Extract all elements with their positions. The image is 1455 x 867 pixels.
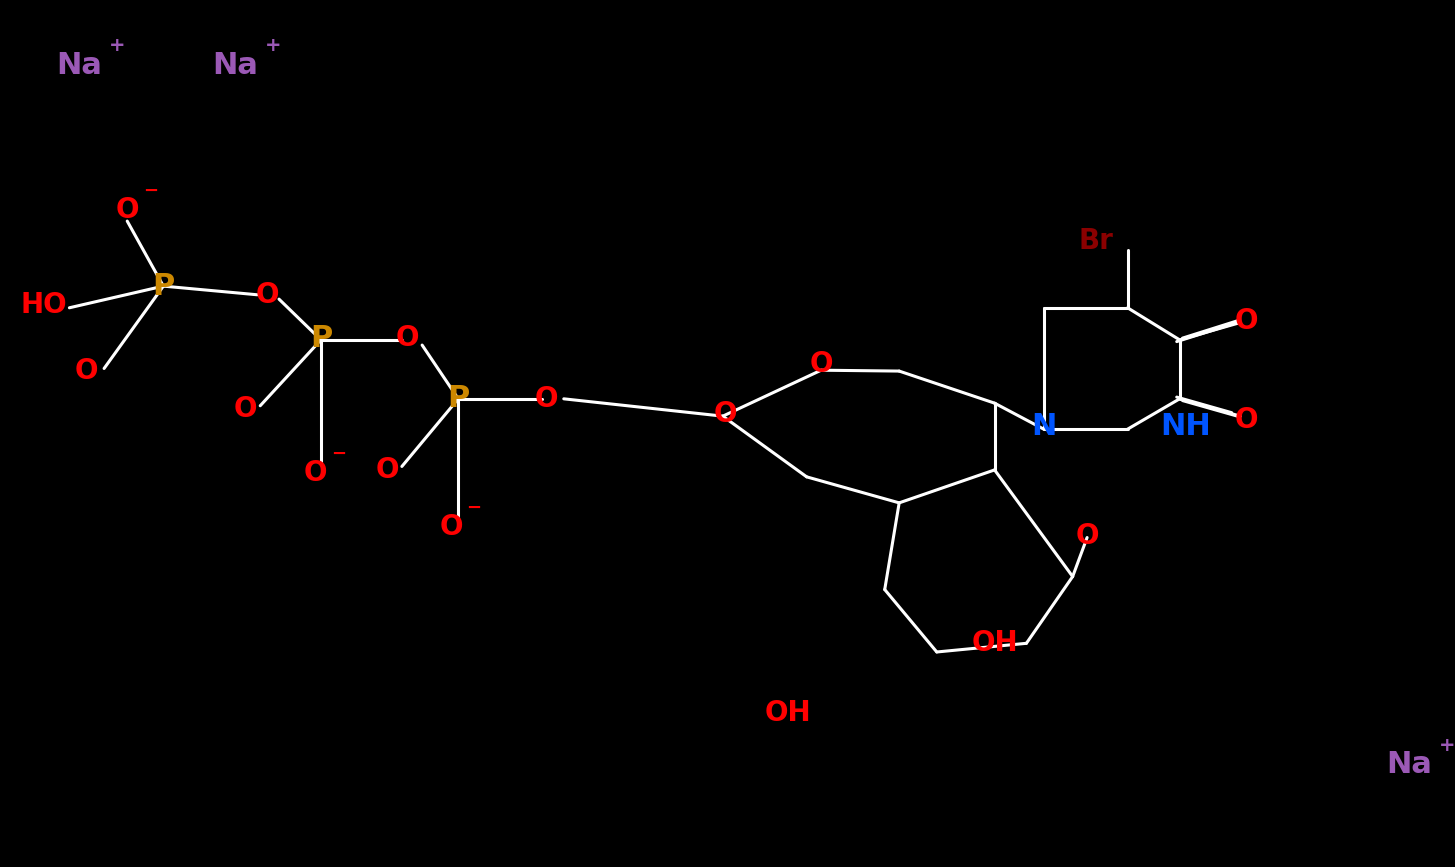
Text: Br: Br <box>1078 227 1113 255</box>
Text: NH: NH <box>1160 412 1211 441</box>
Text: O: O <box>1075 522 1099 550</box>
Text: O: O <box>439 513 463 541</box>
Text: O: O <box>256 281 279 309</box>
Text: +: + <box>265 36 281 55</box>
Text: O: O <box>76 357 99 385</box>
Text: Na: Na <box>57 50 102 80</box>
Text: P: P <box>310 323 332 353</box>
Text: P: P <box>447 384 470 414</box>
Text: Na: Na <box>1387 750 1432 779</box>
Text: O: O <box>396 324 419 352</box>
Text: HO: HO <box>20 291 67 319</box>
Text: OH: OH <box>764 699 812 727</box>
Text: O: O <box>1234 307 1259 335</box>
Text: O: O <box>714 401 738 428</box>
Text: −: − <box>467 499 482 517</box>
Text: N: N <box>1032 412 1056 441</box>
Text: O: O <box>809 350 832 378</box>
Text: +: + <box>109 36 125 55</box>
Text: OH: OH <box>972 629 1018 657</box>
Text: −: − <box>143 182 159 199</box>
Text: +: + <box>1439 736 1455 755</box>
Text: O: O <box>115 196 140 224</box>
Text: O: O <box>375 456 399 484</box>
Text: Na: Na <box>212 50 259 80</box>
Text: O: O <box>304 459 327 486</box>
Text: −: − <box>330 445 346 462</box>
Text: O: O <box>234 395 258 423</box>
Text: O: O <box>1234 407 1259 434</box>
Text: P: P <box>153 271 175 301</box>
Text: O: O <box>534 385 559 413</box>
